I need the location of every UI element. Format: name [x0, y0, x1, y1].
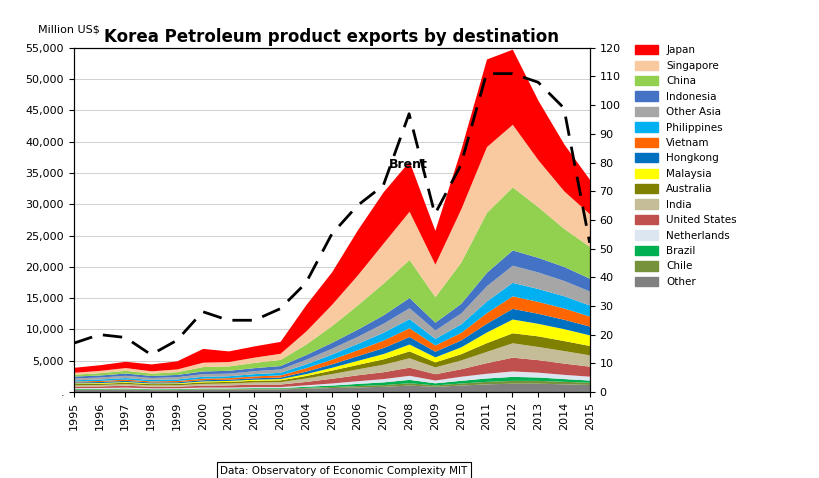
Text: Data: Observatory of Economic Complexity MIT: Data: Observatory of Economic Complexity…: [220, 466, 468, 476]
Legend: Japan, Singapore, China, Indonesia, Other Asia, Philippines, Vietnam, Hongkong, : Japan, Singapore, China, Indonesia, Othe…: [631, 41, 741, 291]
Text: Brent: Brent: [388, 158, 428, 171]
Text: Million US$: Million US$: [38, 24, 99, 34]
Title: Korea Petroleum product exports by destination: Korea Petroleum product exports by desti…: [104, 28, 559, 46]
